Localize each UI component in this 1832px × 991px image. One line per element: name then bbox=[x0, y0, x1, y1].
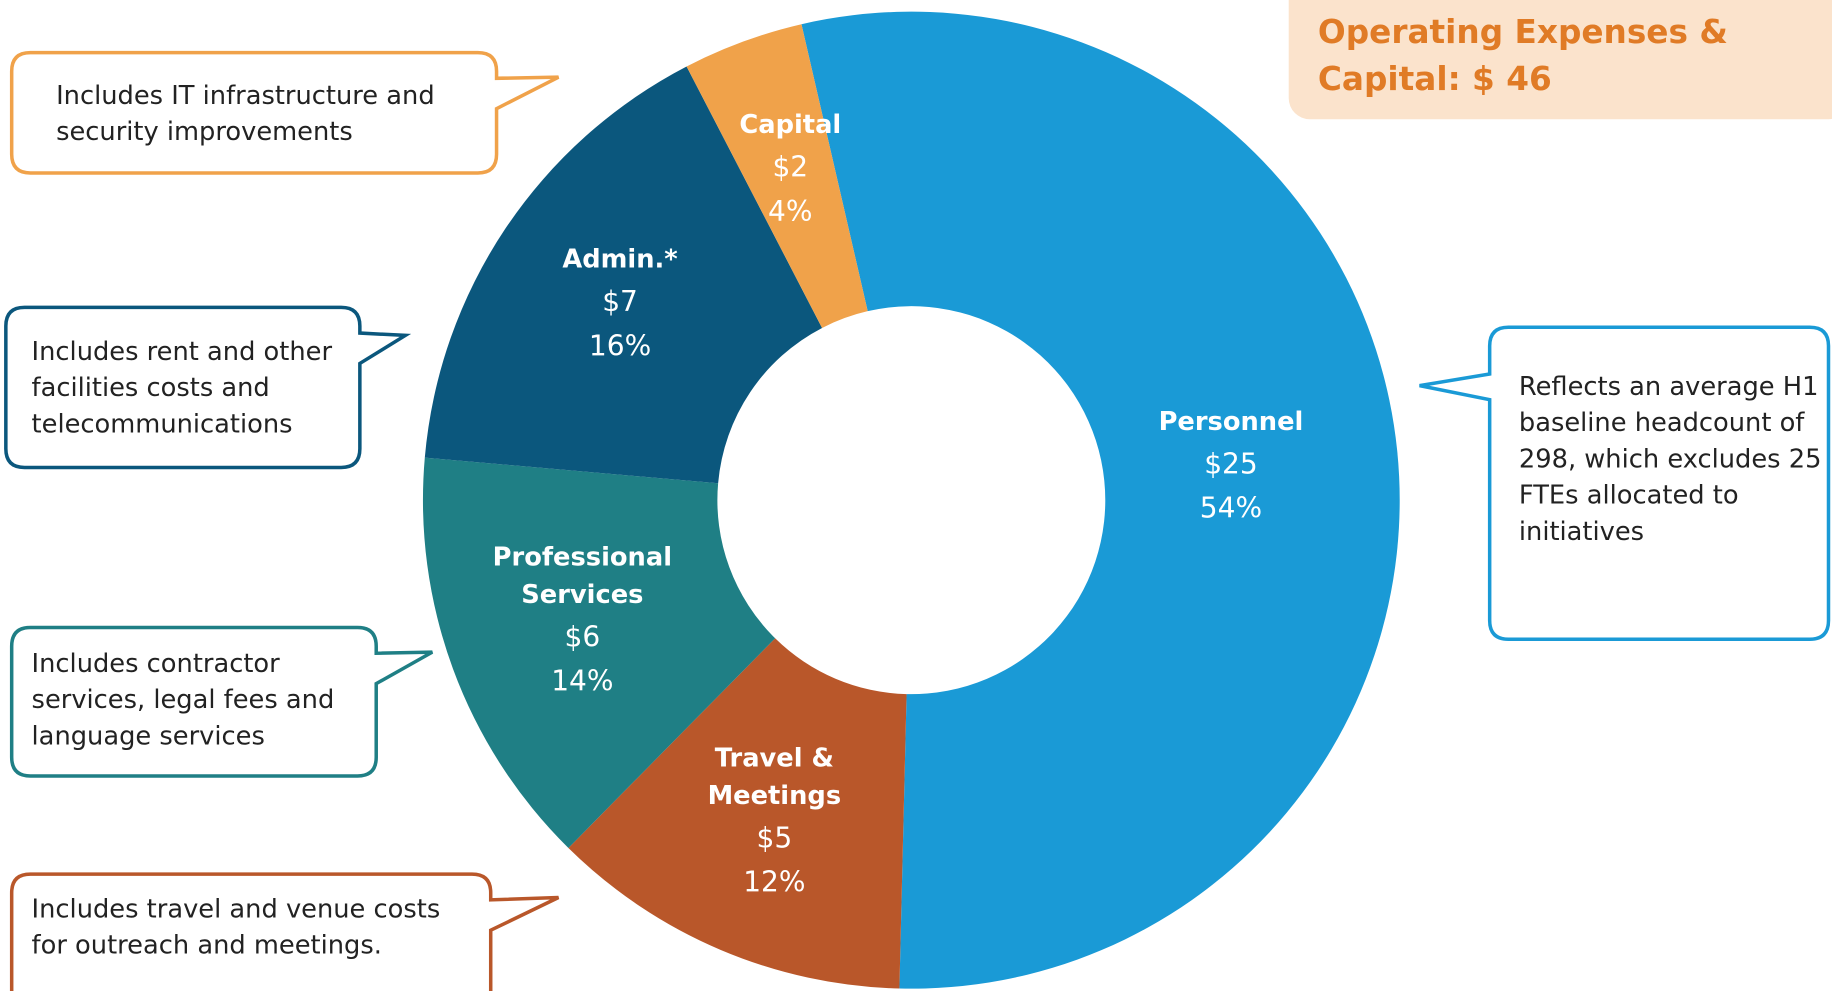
slice-label: Capital $2 4% bbox=[691, 108, 890, 234]
callout-text: Includes contractor services, legal fees… bbox=[31, 649, 335, 752]
slice bbox=[424, 66, 823, 484]
callout-text: Reflects an average H1 baseline headcoun… bbox=[1518, 372, 1822, 547]
category-label: Personnel bbox=[1158, 408, 1304, 438]
category-label: Travel & Meetings bbox=[707, 744, 842, 812]
value-label: $5 bbox=[756, 821, 793, 855]
slice-label: Travel & Meetings $5 12% bbox=[675, 741, 874, 905]
percentage-label: 12% bbox=[743, 866, 806, 899]
title-box bbox=[1288, 0, 1832, 120]
percentage-label: 14% bbox=[551, 664, 614, 698]
slice-label: Professional Services $6 14% bbox=[483, 539, 682, 703]
slice-label: Personnel $25 54% bbox=[1132, 405, 1331, 531]
callout-bubble bbox=[9, 872, 560, 991]
callout-bubble bbox=[4, 305, 412, 470]
chart-title: Operating Expenses & Capital: $ 46 bbox=[1317, 12, 1728, 99]
slice-label: Admin.* $7 16% bbox=[521, 242, 720, 368]
percentage-label: 16% bbox=[588, 329, 652, 363]
value-label: $25 bbox=[1204, 447, 1258, 481]
value-label: $6 bbox=[564, 620, 601, 653]
callout-bubble bbox=[9, 625, 434, 778]
slice bbox=[568, 638, 907, 989]
value-label: $2 bbox=[772, 151, 809, 184]
percentage-label: 4% bbox=[768, 195, 813, 229]
callout-text: Includes IT infrastructure and security … bbox=[56, 81, 435, 148]
percentage-label: 54% bbox=[1199, 492, 1263, 525]
value-label: $7 bbox=[602, 285, 638, 318]
category-label: Capital bbox=[739, 111, 842, 141]
callout-text: Includes rent and other facilities costs… bbox=[31, 337, 333, 440]
slice bbox=[422, 457, 776, 848]
callout-bubble bbox=[9, 50, 560, 175]
category-label: Professional Services bbox=[492, 542, 673, 610]
category-label: Admin.* bbox=[562, 245, 678, 275]
callout-bubble bbox=[1419, 325, 1831, 641]
callout-text: Includes travel and venue costs for outr… bbox=[31, 895, 441, 961]
slice bbox=[801, 11, 1400, 989]
slice bbox=[686, 24, 868, 328]
